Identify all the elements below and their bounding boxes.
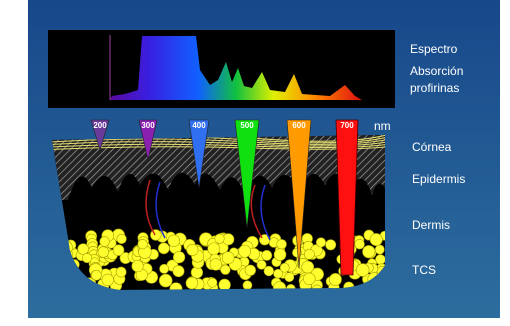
label-absorption: Absorción [410, 64, 463, 78]
fat-cell [100, 237, 110, 247]
fat-cell [132, 260, 143, 271]
fat-cell [362, 245, 375, 258]
fat-cell [82, 253, 91, 262]
fat-cell [274, 249, 286, 261]
fat-cell [264, 266, 274, 276]
fat-cell [277, 239, 287, 249]
fat-cell [375, 255, 385, 265]
fat-cell [303, 273, 315, 285]
fat-cell [280, 263, 289, 272]
fat-cell [262, 250, 272, 260]
fat-cell [168, 235, 180, 247]
slide: Espectro Absorción profirinas nm Córnea … [0, 0, 510, 326]
fat-cell [138, 239, 148, 249]
label-spectrum: Espectro [410, 42, 458, 56]
label-subcutaneous: TCS [412, 263, 436, 277]
fat-cell [78, 244, 89, 255]
fat-cell [222, 252, 234, 264]
fat-cell [173, 251, 185, 263]
fat-cell [375, 245, 384, 254]
fat-cell [304, 249, 314, 259]
fat-cell [117, 234, 127, 244]
fat-cell [159, 274, 172, 287]
label-epidermis: Epidermis [412, 172, 465, 186]
label-cornea: Córnea [412, 140, 452, 154]
wavelength-label: 700 [340, 121, 354, 130]
fat-cell [245, 265, 256, 276]
wavelength-label: 600 [292, 121, 306, 130]
wavelength-label: 200 [93, 121, 107, 130]
fat-cell [160, 264, 169, 273]
fat-cell [219, 279, 231, 291]
fat-cell [239, 245, 251, 257]
wavelength-label: 300 [141, 121, 155, 130]
label-porphyrins: profirinas [410, 81, 459, 95]
fat-cell [102, 274, 114, 286]
fat-cell [316, 238, 325, 247]
label-unit: nm [374, 119, 391, 133]
fat-cell [150, 230, 161, 241]
fat-cell [221, 265, 231, 275]
fat-cell [208, 243, 220, 255]
fat-cell [356, 264, 369, 277]
fat-cell [215, 234, 224, 243]
fat-cell [158, 243, 169, 254]
fat-cell [91, 270, 101, 280]
wavelength-label: 500 [240, 121, 254, 130]
fat-cell [285, 272, 294, 281]
wavelength-label: 400 [192, 121, 206, 130]
fat-cell [187, 244, 198, 255]
fat-cell [208, 278, 217, 287]
fat-cell [186, 277, 198, 289]
fat-cell [243, 281, 252, 290]
fat-cell [329, 273, 341, 285]
fat-cell [355, 239, 365, 249]
label-dermis: Dermis [412, 218, 450, 232]
fat-cell [210, 259, 222, 271]
fat-cell [173, 266, 184, 277]
fat-cell [116, 267, 126, 277]
fat-cell [370, 233, 382, 245]
fat-cell [98, 247, 109, 258]
fat-cell [325, 240, 335, 250]
fat-cell [113, 245, 124, 256]
